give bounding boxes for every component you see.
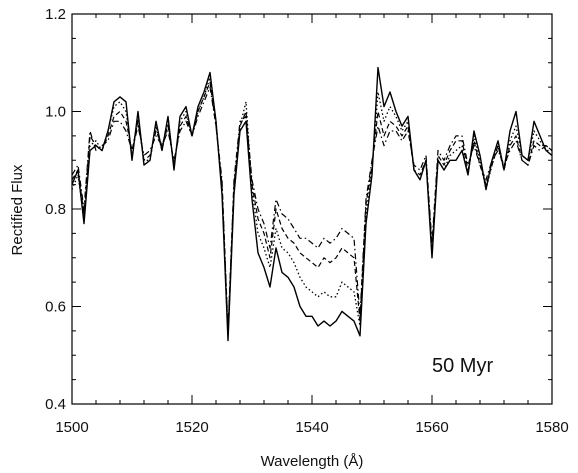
x-tick-label: 1560 [415,419,448,436]
series-line-dotted [71,76,552,337]
x-tick-label: 1580 [535,419,568,436]
x-tick-label: 1520 [175,419,208,436]
age-annotation: 50 Myr [432,355,493,377]
x-axis-title: Wavelength (Å) [261,453,364,470]
x-tick-label: 1500 [55,419,88,436]
y-tick-label: 0.8 [45,201,66,218]
plot-frame [71,13,553,405]
y-tick-label: 0.4 [45,396,66,413]
x-tick-label: 1540 [295,419,328,436]
y-tick-label: 0.6 [45,299,66,316]
y-tick-label: 1.0 [45,104,66,121]
series-line-dashdot [71,86,553,332]
tick-labels-layer: 1500 1520 1540 1560 1580 0.4 0.6 0.8 1.0 1.2 [45,6,569,436]
y-axis-title: Rectified Flux [9,164,26,255]
series-line-solid [71,66,553,342]
ticks-layer [71,13,553,405]
series-layer [71,66,553,342]
series-line-dashed [71,81,553,332]
y-tick-label: 1.2 [45,6,66,23]
